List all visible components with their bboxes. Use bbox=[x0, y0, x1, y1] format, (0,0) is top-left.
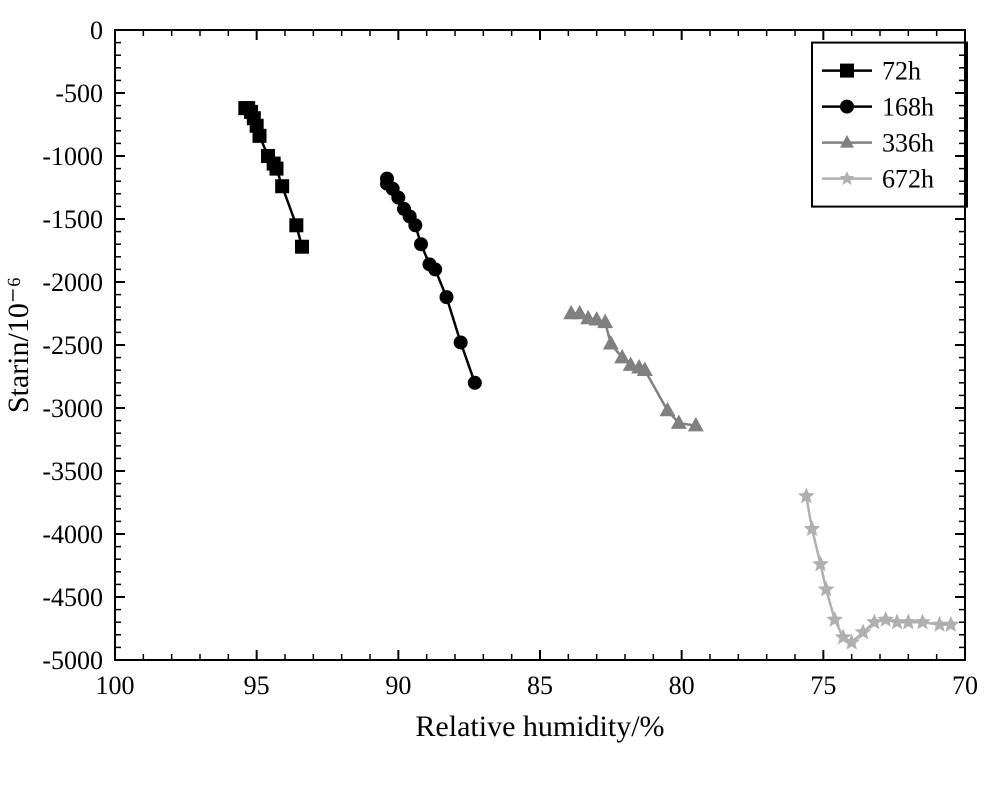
marker-circle bbox=[428, 262, 442, 276]
series-672h bbox=[798, 487, 959, 649]
y-tick-label: -4000 bbox=[42, 520, 103, 549]
marker-star bbox=[818, 581, 835, 597]
legend-label: 72h bbox=[882, 57, 921, 86]
plot-border bbox=[115, 30, 965, 660]
marker-triangle bbox=[840, 135, 854, 148]
y-tick-label: -1000 bbox=[42, 142, 103, 171]
marker-square bbox=[275, 179, 289, 193]
y-axis-title: Starin/10⁻⁶ bbox=[2, 277, 35, 413]
marker-square bbox=[289, 218, 303, 232]
marker-star bbox=[942, 616, 959, 632]
y-tick-label: -1500 bbox=[42, 205, 103, 234]
marker-square bbox=[840, 64, 854, 78]
y-tick-label: -3000 bbox=[42, 394, 103, 423]
series-72h bbox=[238, 101, 309, 254]
x-tick-label: 90 bbox=[385, 671, 411, 700]
x-axis-title: Relative humidity/% bbox=[415, 710, 664, 743]
y-tick-label: -2500 bbox=[42, 331, 103, 360]
marker-star bbox=[826, 611, 843, 627]
marker-star bbox=[914, 613, 931, 629]
x-tick-label: 100 bbox=[96, 671, 135, 700]
legend: 72h 168h 336h 672h bbox=[812, 43, 967, 207]
strain-humidity-chart: 100 95 90 85 80 75 70 Relative humidity/% 0 -500 -… bbox=[0, 0, 1000, 795]
marker-triangle bbox=[603, 335, 619, 349]
y-tick-label: -500 bbox=[55, 79, 103, 108]
legend-label: 336h bbox=[882, 129, 934, 158]
marker-star bbox=[900, 613, 917, 629]
x-tick-label: 95 bbox=[244, 671, 270, 700]
series-168h bbox=[380, 172, 482, 390]
x-tick-label: 75 bbox=[810, 671, 836, 700]
marker-square bbox=[270, 162, 284, 176]
y-tick-label: -3500 bbox=[42, 457, 103, 486]
x-tick-label: 85 bbox=[527, 671, 553, 700]
series-336h bbox=[563, 305, 704, 432]
x-tick-label: 80 bbox=[669, 671, 695, 700]
marker-circle bbox=[468, 376, 482, 390]
y-tick-label: -2000 bbox=[42, 268, 103, 297]
marker-star bbox=[877, 611, 894, 627]
marker-circle bbox=[408, 218, 422, 232]
y-tick-label: 0 bbox=[90, 16, 103, 45]
marker-circle bbox=[454, 335, 468, 349]
marker-circle bbox=[440, 290, 454, 304]
x-tick-label: 70 bbox=[952, 671, 978, 700]
legend-label: 672h bbox=[882, 165, 934, 194]
marker-circle bbox=[840, 100, 854, 114]
marker-circle bbox=[414, 237, 428, 251]
marker-square bbox=[295, 240, 309, 254]
y-tick-label: -4500 bbox=[42, 583, 103, 612]
y-tick-label: -5000 bbox=[42, 646, 103, 675]
marker-triangle bbox=[660, 402, 676, 416]
marker-square bbox=[253, 129, 267, 143]
legend-label: 168h bbox=[882, 93, 934, 122]
marker-star bbox=[840, 171, 855, 185]
